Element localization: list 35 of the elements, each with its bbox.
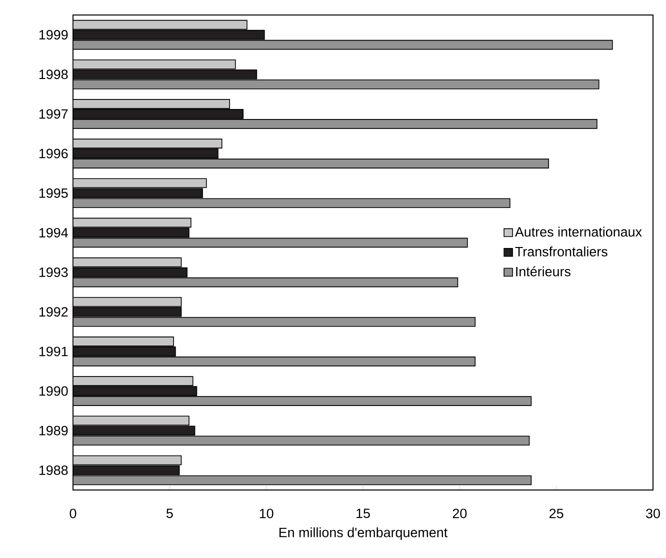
x-axis-title: En millions d'embarquement xyxy=(279,527,448,540)
bar xyxy=(73,238,468,248)
y-tick-label: 1992 xyxy=(39,307,68,317)
bar xyxy=(73,455,182,466)
y-tick-label: 1998 xyxy=(39,70,68,80)
x-tick-label: 15 xyxy=(356,508,370,518)
y-tick-label: 1995 xyxy=(39,188,68,198)
x-tick-label: 5 xyxy=(166,508,173,518)
bar xyxy=(73,465,180,476)
x-tick-label: 25 xyxy=(550,508,564,518)
legend-label: Intérieurs xyxy=(516,266,570,276)
bar xyxy=(73,20,248,30)
y-tick-label: 1996 xyxy=(39,148,68,158)
bar xyxy=(73,40,613,50)
y-tick-label: 1994 xyxy=(39,228,68,238)
y-tick-label: 1991 xyxy=(39,346,68,356)
y-tick-label: 1990 xyxy=(39,386,68,396)
y-tick-label: 1997 xyxy=(39,109,68,119)
bar xyxy=(73,277,458,288)
bar xyxy=(73,267,188,278)
x-tick-label: 20 xyxy=(452,508,467,518)
y-tick-label: 1988 xyxy=(39,465,68,475)
y-tick-label: 1999 xyxy=(39,30,68,40)
bar xyxy=(73,257,182,268)
x-tick-label: 30 xyxy=(646,508,660,518)
bar xyxy=(73,218,192,228)
x-tick-label: 10 xyxy=(260,508,274,518)
x-tick-label: 0 xyxy=(70,508,76,518)
bar xyxy=(73,475,532,486)
y-tick-label: 1993 xyxy=(39,268,68,278)
legend-label: Transfrontaliers xyxy=(515,246,608,256)
bar xyxy=(73,30,265,40)
y-tick-label: 1989 xyxy=(39,426,68,436)
legend-label: Autres internationaux xyxy=(514,226,642,237)
bar xyxy=(73,228,190,238)
